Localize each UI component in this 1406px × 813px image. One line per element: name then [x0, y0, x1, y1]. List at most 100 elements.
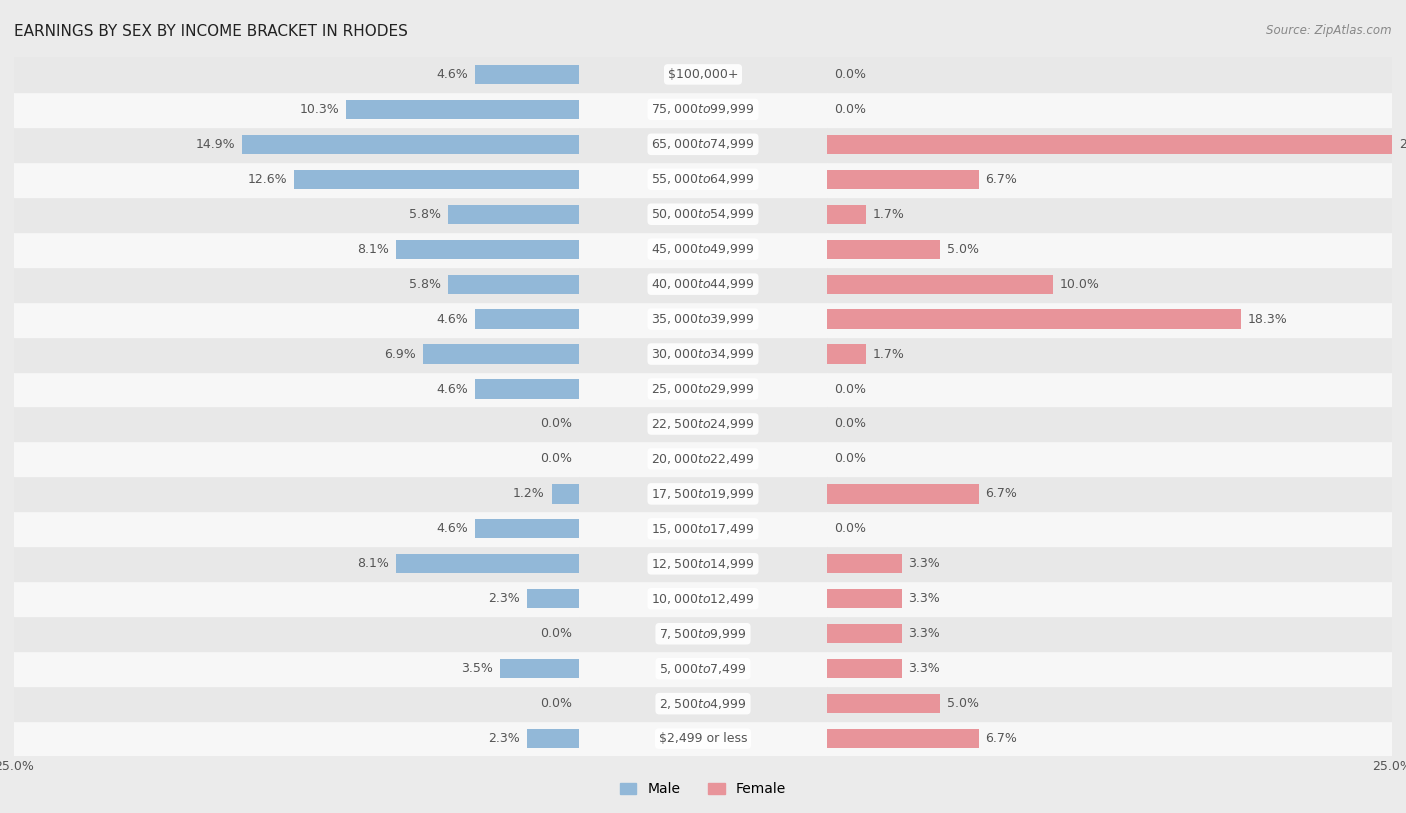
Bar — [827, 581, 1392, 616]
Text: 0.0%: 0.0% — [834, 383, 866, 395]
Text: 4.6%: 4.6% — [436, 383, 468, 395]
Bar — [475, 310, 579, 328]
Text: 3.3%: 3.3% — [908, 663, 941, 675]
Bar — [827, 511, 1392, 546]
Bar — [14, 337, 579, 372]
Bar — [14, 302, 579, 337]
Text: 6.9%: 6.9% — [384, 348, 416, 360]
Text: $75,000 to $99,999: $75,000 to $99,999 — [651, 102, 755, 116]
Text: 4.6%: 4.6% — [436, 68, 468, 80]
Bar — [579, 616, 827, 651]
Bar — [447, 275, 579, 293]
Bar — [551, 485, 579, 503]
Text: 0.0%: 0.0% — [540, 698, 572, 710]
Bar — [827, 310, 1240, 328]
Text: 12.6%: 12.6% — [247, 173, 287, 185]
Bar — [14, 127, 579, 162]
Text: $20,000 to $22,499: $20,000 to $22,499 — [651, 452, 755, 466]
Bar — [579, 546, 827, 581]
Bar — [579, 127, 827, 162]
Bar — [579, 372, 827, 406]
Bar — [827, 485, 979, 503]
Text: $30,000 to $34,999: $30,000 to $34,999 — [651, 347, 755, 361]
Bar — [499, 659, 579, 678]
Bar — [14, 686, 579, 721]
Text: $10,000 to $12,499: $10,000 to $12,499 — [651, 592, 755, 606]
Bar — [827, 275, 1053, 293]
Bar — [579, 511, 827, 546]
Bar — [827, 616, 1392, 651]
Bar — [14, 372, 579, 406]
Bar — [14, 616, 579, 651]
Text: $40,000 to $44,999: $40,000 to $44,999 — [651, 277, 755, 291]
Text: 1.2%: 1.2% — [513, 488, 546, 500]
Text: 6.7%: 6.7% — [986, 173, 1017, 185]
Bar — [827, 651, 1392, 686]
Bar — [242, 135, 579, 154]
Bar — [475, 520, 579, 538]
Text: Source: ZipAtlas.com: Source: ZipAtlas.com — [1267, 24, 1392, 37]
Text: 1.7%: 1.7% — [872, 348, 904, 360]
Bar — [423, 345, 579, 363]
Bar — [579, 57, 827, 92]
Bar — [827, 694, 941, 713]
Bar — [579, 581, 827, 616]
Bar — [579, 162, 827, 197]
Text: 5.8%: 5.8% — [409, 278, 441, 290]
Bar — [396, 554, 579, 573]
Bar — [827, 372, 1392, 406]
Bar — [827, 135, 1392, 154]
Text: $35,000 to $39,999: $35,000 to $39,999 — [651, 312, 755, 326]
Bar — [14, 92, 579, 127]
Bar — [827, 197, 1392, 232]
Text: 10.0%: 10.0% — [1060, 278, 1099, 290]
Text: 0.0%: 0.0% — [540, 418, 572, 430]
Bar — [827, 127, 1392, 162]
Bar — [475, 65, 579, 84]
Bar — [827, 441, 1392, 476]
Bar — [14, 406, 579, 441]
Text: 5.0%: 5.0% — [948, 243, 979, 255]
Text: 3.3%: 3.3% — [908, 593, 941, 605]
Bar — [294, 170, 579, 189]
Bar — [579, 651, 827, 686]
Text: 6.7%: 6.7% — [986, 733, 1017, 745]
Bar — [827, 546, 1392, 581]
Bar — [579, 476, 827, 511]
Text: 6.7%: 6.7% — [986, 488, 1017, 500]
Bar — [827, 170, 979, 189]
Bar — [827, 554, 901, 573]
Text: 4.6%: 4.6% — [436, 313, 468, 325]
Bar — [827, 729, 979, 748]
Text: 5.8%: 5.8% — [409, 208, 441, 220]
Text: 25.0%: 25.0% — [1399, 138, 1406, 150]
Legend: Male, Female: Male, Female — [614, 777, 792, 802]
Bar — [579, 406, 827, 441]
Text: 0.0%: 0.0% — [834, 453, 866, 465]
Text: 0.0%: 0.0% — [834, 68, 866, 80]
Bar — [14, 441, 579, 476]
Bar — [579, 686, 827, 721]
Text: 1.7%: 1.7% — [872, 208, 904, 220]
Bar — [346, 100, 579, 119]
Bar — [827, 232, 1392, 267]
Text: 8.1%: 8.1% — [357, 558, 389, 570]
Bar — [827, 302, 1392, 337]
Bar — [579, 267, 827, 302]
Text: 14.9%: 14.9% — [195, 138, 235, 150]
Text: 0.0%: 0.0% — [540, 453, 572, 465]
Bar — [827, 589, 901, 608]
Text: EARNINGS BY SEX BY INCOME BRACKET IN RHODES: EARNINGS BY SEX BY INCOME BRACKET IN RHO… — [14, 24, 408, 39]
Bar — [827, 721, 1392, 756]
Bar — [14, 232, 579, 267]
Bar — [827, 406, 1392, 441]
Bar — [447, 205, 579, 224]
Text: 4.6%: 4.6% — [436, 523, 468, 535]
Bar — [827, 205, 866, 224]
Bar — [579, 302, 827, 337]
Bar — [14, 162, 579, 197]
Bar — [827, 476, 1392, 511]
Bar — [579, 721, 827, 756]
Text: $22,500 to $24,999: $22,500 to $24,999 — [651, 417, 755, 431]
Bar — [579, 441, 827, 476]
